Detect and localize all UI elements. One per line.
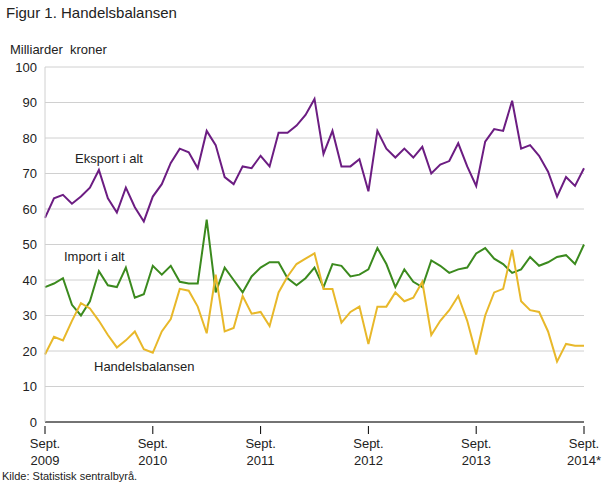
svg-text:Sept.: Sept.: [569, 436, 599, 451]
svg-text:Sept.: Sept.: [245, 436, 275, 451]
svg-text:20: 20: [23, 344, 37, 359]
html-text:Handelsbalansen: Handelsbalansen: [94, 359, 195, 374]
svg-text:60: 60: [23, 202, 37, 217]
svg-text:2014*: 2014*: [567, 453, 601, 468]
svg-text:Sept.: Sept.: [30, 436, 60, 451]
html-text:Milliarder kroner: Milliarder kroner: [10, 42, 107, 57]
html-text:Eksport i alt: Eksport i alt: [75, 151, 143, 166]
svg-text:Sept.: Sept.: [353, 436, 383, 451]
svg-text:2013: 2013: [462, 453, 491, 468]
svg-text:100: 100: [15, 60, 37, 75]
svg-text:70: 70: [23, 166, 37, 181]
svg-text:10: 10: [23, 379, 37, 394]
svg-text:2011: 2011: [247, 453, 275, 468]
svg-text:40: 40: [23, 273, 37, 288]
svg-text:Sept.: Sept.: [461, 436, 491, 451]
svg-text:Sept.: Sept.: [138, 436, 168, 451]
svg-text:30: 30: [23, 308, 37, 323]
svg-text:2012: 2012: [354, 453, 383, 468]
svg-text:2010: 2010: [138, 453, 167, 468]
html-text:Import i alt: Import i alt: [64, 249, 125, 264]
html-text:Figur 1. Handelsbalansen: Figur 1. Handelsbalansen: [6, 4, 177, 21]
svg-text:80: 80: [23, 131, 37, 146]
svg-text:0: 0: [30, 415, 37, 430]
svg-text:2009: 2009: [31, 453, 60, 468]
svg-text:90: 90: [23, 95, 37, 110]
html-text:Kilde: Statistisk sentralbyrå.: Kilde: Statistisk sentralbyrå.: [2, 470, 138, 482]
svg-text:50: 50: [23, 237, 37, 252]
